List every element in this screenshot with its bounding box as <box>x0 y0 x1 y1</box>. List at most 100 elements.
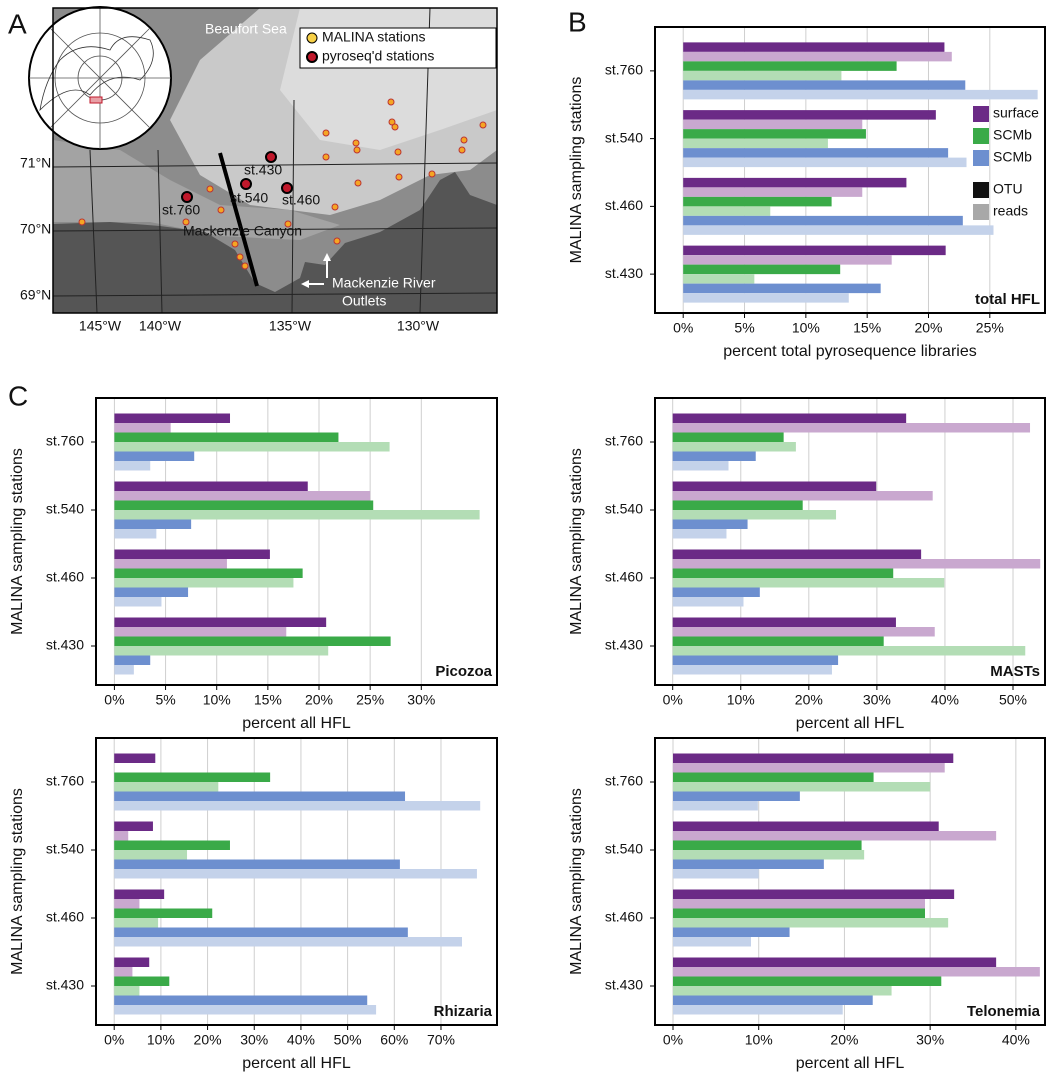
bar <box>114 569 302 579</box>
bar <box>673 578 945 588</box>
x-tick-label: 20% <box>795 692 823 708</box>
bar <box>114 510 479 520</box>
bar <box>673 597 744 607</box>
bar <box>114 520 191 530</box>
bar <box>683 42 944 52</box>
y-tick-label: st.540 <box>46 841 84 857</box>
x-tick-label: 0% <box>673 320 693 336</box>
bar <box>683 274 754 284</box>
bar <box>673 569 894 579</box>
bar <box>114 909 212 919</box>
bar <box>673 860 824 870</box>
bar <box>114 977 169 987</box>
station <box>459 147 465 153</box>
legend-label: SCMb <box>993 127 1032 143</box>
station <box>79 219 85 225</box>
station <box>392 124 398 130</box>
x-axis-label: percent all HFL <box>242 715 351 732</box>
station <box>207 186 213 192</box>
bar <box>683 129 866 139</box>
station <box>334 238 340 244</box>
bar <box>683 246 945 256</box>
station-label: st.430 <box>244 162 282 178</box>
x-tick-label: 0% <box>663 1032 683 1048</box>
bar <box>114 501 373 511</box>
lat-label: 71°N <box>20 155 51 171</box>
bar <box>683 265 840 275</box>
lat-label: 70°N <box>20 221 51 237</box>
bar <box>673 414 906 424</box>
bar <box>673 627 935 637</box>
y-tick-label: st.760 <box>605 433 643 449</box>
bar <box>683 148 948 158</box>
x-tick-label: 20% <box>194 1032 222 1048</box>
station <box>237 254 243 260</box>
bar <box>683 187 862 197</box>
pyroseq-station <box>182 192 192 202</box>
legend-label: MALINA stations <box>322 29 426 45</box>
bar <box>683 110 936 120</box>
legend-marker <box>307 33 317 43</box>
bar <box>683 178 906 188</box>
station-label: st.760 <box>162 202 200 218</box>
annotation: total HFL <box>975 291 1040 308</box>
station-label: st.460 <box>282 192 320 208</box>
y-tick-label: st.430 <box>605 637 643 653</box>
x-tick-label: 40% <box>931 692 959 708</box>
map: st.430 st.540 st.460 st.760 Mackenzie Ca… <box>20 7 497 334</box>
x-axis-label: percent all HFL <box>796 715 905 732</box>
y-tick-label: st.540 <box>605 129 643 145</box>
bar <box>683 52 952 62</box>
bar <box>673 967 1040 977</box>
bar <box>114 646 328 656</box>
bar <box>114 860 400 870</box>
x-tick-label: 60% <box>380 1032 408 1048</box>
bar <box>114 1005 376 1015</box>
x-tick-label: 30% <box>916 1032 944 1048</box>
y-tick-label: st.460 <box>46 909 84 925</box>
bar <box>683 225 993 235</box>
station <box>232 241 238 247</box>
y-tick-label: st.540 <box>605 841 643 857</box>
x-tick-label: 30% <box>863 692 891 708</box>
bar <box>683 71 841 81</box>
y-tick-label: st.460 <box>605 197 643 213</box>
lon-label: 140°W <box>139 318 182 334</box>
x-tick-label: 50% <box>334 1032 362 1048</box>
bar <box>683 284 880 294</box>
bar <box>673 869 759 879</box>
y-tick-label: st.430 <box>605 977 643 993</box>
bar <box>673 491 933 501</box>
x-axis-label: percent all HFL <box>796 1055 905 1072</box>
station <box>395 149 401 155</box>
bar <box>114 656 150 666</box>
station <box>355 180 361 186</box>
bar <box>114 461 150 471</box>
lon-label: 130°W <box>397 318 440 334</box>
annotation: Picozoa <box>435 663 492 680</box>
bar <box>114 890 164 900</box>
globe-area <box>90 97 102 103</box>
bar <box>673 501 803 511</box>
bar <box>673 822 939 832</box>
station <box>218 207 224 213</box>
x-tick-label: 0% <box>104 1032 124 1048</box>
bar <box>114 918 158 928</box>
bar <box>673 637 884 647</box>
bar <box>673 646 1026 656</box>
x-tick-label: 0% <box>663 692 683 708</box>
bar <box>673 482 877 492</box>
bar <box>114 754 155 764</box>
x-tick-label: 15% <box>254 692 282 708</box>
bar <box>673 656 838 666</box>
bar <box>673 986 892 996</box>
bar <box>673 918 948 928</box>
bar <box>673 461 729 471</box>
bar <box>114 967 132 977</box>
bar <box>114 588 188 598</box>
bar <box>673 792 800 802</box>
figure: A B C <box>0 0 1058 1075</box>
y-axis-label: MALINA sampling stations <box>9 788 26 975</box>
bar <box>683 293 849 303</box>
annotation: MASTs <box>990 663 1040 680</box>
